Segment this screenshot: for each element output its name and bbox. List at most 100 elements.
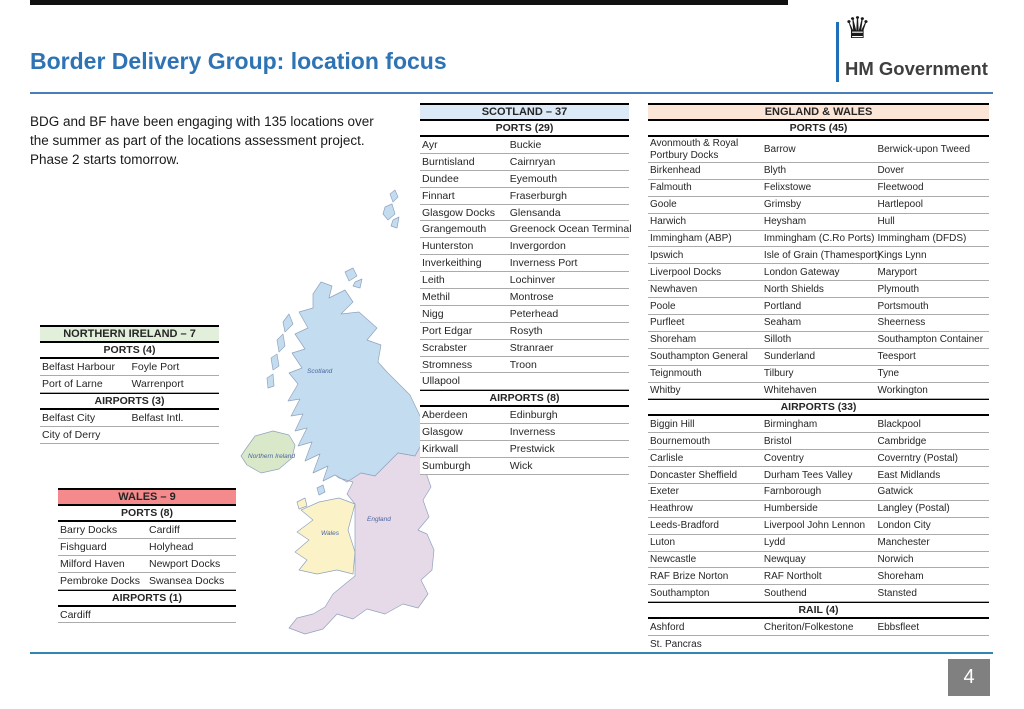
table-section-header: PORTS (45) [648,120,989,137]
table-row: Ayr Buckie [420,137,629,154]
table-row: Newcastle Newquay Norwich [648,552,989,569]
hm-government-logo: ♛ HM Government [836,14,996,84]
table-row: Fishguard Holyhead [58,539,236,556]
table-cell: Biggin Hill [650,418,695,430]
table-row: Milford Haven Newport Docks [58,556,236,573]
table-row: Avonmouth & Royal Portbury Docks Barrow Be… [648,137,989,163]
table-cell: Eyemouth [509,172,558,185]
table-row: Leeds-Bradford Liverpool John Lennon Londo… [648,518,989,535]
table-cell: Prestwick [509,443,555,456]
table-cell: Portsmouth [877,300,929,312]
table-cell: Cairnryan [509,155,556,168]
table-row: Port of Larne Warrenport [40,376,219,393]
table-cell: Cardiff [149,523,180,536]
table-cell: Southampton General [650,351,748,363]
table-cell: North Shields [763,283,824,295]
intro-text: BDG and BF have been engaging with 135 l… [30,114,374,167]
table-row: Bournemouth Bristol Cambridge [648,433,989,451]
table-cell: Carlisle [650,452,684,464]
table-cell: Manchester [877,537,930,549]
table-row: Ullapool [420,373,629,391]
table-row: Goole Grimsby Hartlepool [648,197,989,214]
map-islands-orkney [344,267,363,289]
table-cell: Blyth [763,165,787,177]
table-row: Methil Montrose [420,289,629,306]
page-number: 4 [963,666,975,688]
map-label-scotland: Scotland [307,368,333,375]
table-row: Pembroke Docks Swansea Docks [58,573,236,590]
table-row: Purfleet Seaham Sheerness [648,315,989,332]
table-cell: Port of Larne [42,377,103,390]
table-cell: Holyhead [149,540,194,553]
table-row: Belfast City Belfast Intl. [40,410,219,427]
table-row: Burntisland Cairnryan [420,154,629,171]
table-cell: Humberside [763,503,818,515]
table-cell: Berwick-upon Tweed [877,144,971,155]
table-cell: Luton [650,537,676,549]
table-cell: Fraserburgh [509,189,567,202]
table-row: Scrabster Stranraer [420,340,629,357]
map-island-anglesey [296,497,308,510]
table-cell: Tilbury [763,368,794,380]
table-row: Glasgow Inverness [420,424,629,442]
table-cell: Cheriton/Folkestone [763,621,854,633]
table-title: ENGLAND & WALES [648,103,989,120]
table-cell: Hull [877,216,895,228]
table-cell: RAF Brize Norton [650,570,729,582]
table-row: RAF Brize Norton RAF Northolt Shoreham [648,568,989,586]
wales-table: WALES – 9 PORTS (8) Barry Docks Cardiff Fish… [58,488,236,624]
table-cell: Belfast Harbour [42,360,115,373]
table-cell: Newhaven [650,283,698,295]
table-cell: Shoreham [877,570,924,582]
table-row: Southampton General Sunderland Teesport [648,349,989,366]
table-cell: Southend [763,587,807,599]
table-row: Grangemouth Greenock Ocean Terminal [420,221,632,239]
table-cell: Finnart [422,189,455,202]
table-cell: Cambridge [877,435,927,447]
table-row: Doncaster Sheffield Durham Tees Valley Eas… [648,467,989,485]
map-label-northern-ireland: Northern Ireland [248,453,295,460]
table-row: Falmouth Felixstowe Fleetwood [648,180,989,197]
table-row: Exeter Farnborough Gatwick [648,484,989,501]
table-cell: Sheerness [877,317,926,329]
table-cell: City of Derry [42,428,101,441]
table-cell: Birmingham [763,418,818,430]
table-cell: Lydd [763,537,786,549]
footer-divider [30,652,993,654]
table-cell: Teignmouth [650,368,702,380]
title-divider [30,92,993,94]
table-cell: Liverpool John Lennon [763,520,866,532]
table-row: Aberdeen Edinburgh [420,407,629,425]
table-cell: Aberdeen [422,409,468,422]
table-row: Glasgow Docks Glensanda [420,205,629,222]
table-row: Newhaven North Shields Plymouth [648,281,989,299]
table-cell: Inverkeithing [422,257,482,270]
table-cell: Goole [650,199,677,211]
table-row: Birkenhead Blyth Dover [648,163,989,180]
table-cell: Grimsby [763,199,802,211]
table-cell: Falmouth [650,182,692,194]
table-cell: Ayr [422,138,438,151]
table-row: Poole Portland Portsmouth [648,298,989,316]
table-cell: Poole [650,300,676,312]
table-cell: Stromness [422,358,473,371]
table-cell: Farnborough [763,486,822,498]
map-label-england: England [367,516,391,523]
table-cell: Workington [877,385,928,397]
table-cell: Dover [877,165,905,177]
table-cell: Felixstowe [763,182,812,194]
table-cell: Doncaster Sheffield [650,469,738,481]
table-cell: Foyle Port [131,360,180,373]
table-section-header: PORTS (8) [58,505,236,522]
table-cell: Stranraer [509,341,554,354]
scotland-table: SCOTLAND – 37 PORTS (29) Ayr Buckie Burntisl… [420,103,632,475]
table-cell: Burntisland [422,155,475,168]
table-row: Biggin Hill Birmingham Blackpool [648,416,989,434]
table-title: SCOTLAND – 37 [420,103,629,120]
table-cell: Isle of Grain (Thamesport) [763,249,881,261]
table-cell: Kings Lynn [877,249,927,261]
table-cell: Edinburgh [509,409,558,422]
table-cell: Hunterston [422,240,474,253]
table-row: City of Derry [40,427,219,444]
table-cell: Blackpool [877,418,921,430]
